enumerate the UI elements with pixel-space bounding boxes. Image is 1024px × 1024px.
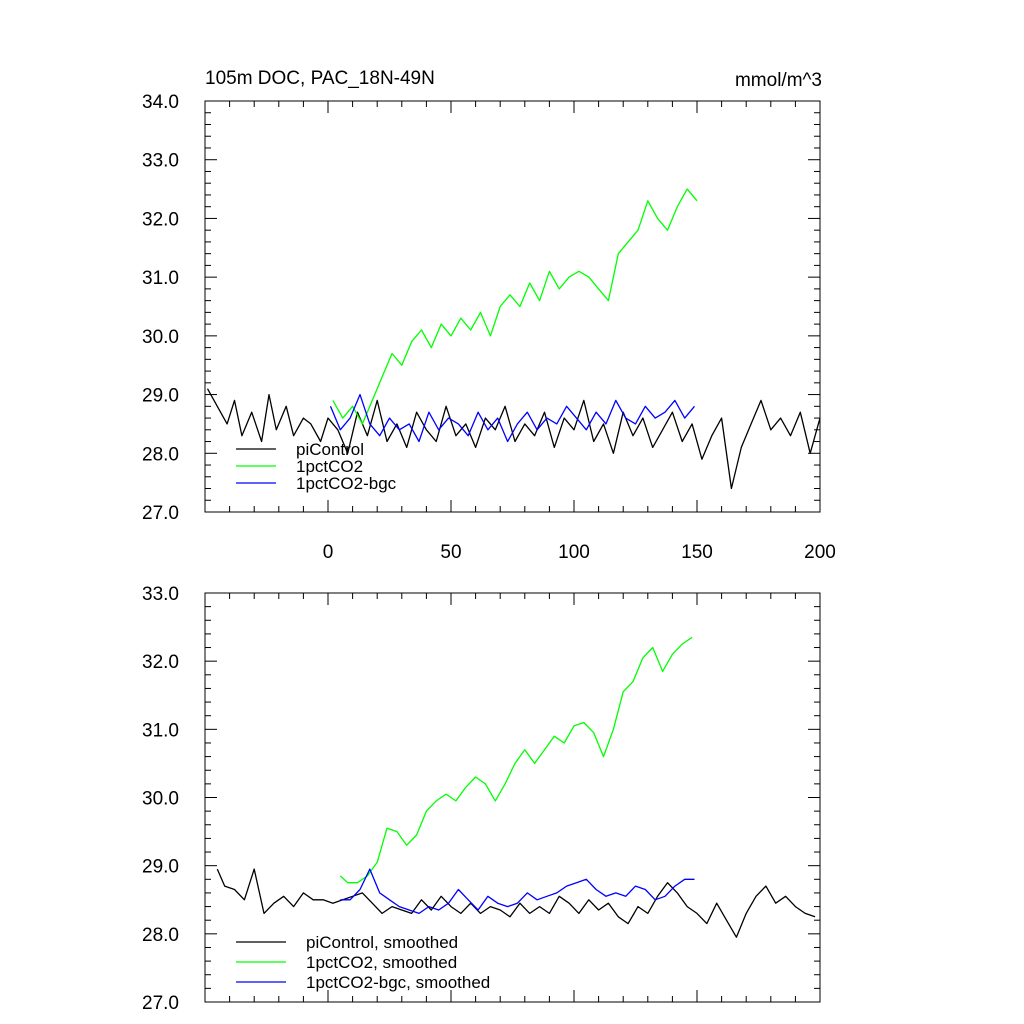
chart-title: 105m DOC, PAC_18N-49N — [205, 68, 435, 89]
series-line-1pctco2-smoothed — [339, 636, 693, 884]
series-line-1pctco2-bgc — [329, 393, 696, 443]
x-tick-label: 50 — [440, 542, 461, 563]
legend-label: 1pctCO2 — [296, 457, 363, 476]
plot-frame — [204, 592, 821, 1003]
legend-label: 1pctCO2-bgc, smoothed — [306, 973, 490, 992]
y-tick-label: 30.0 — [142, 789, 179, 810]
y-tick-label: 31.0 — [142, 268, 179, 289]
y-tick-label: 28.0 — [142, 444, 179, 465]
y-tick-label: 34.0 — [142, 92, 179, 113]
legend-label: piControl — [296, 440, 364, 459]
y-tick-label: 29.0 — [142, 386, 179, 407]
y-tick-label: 27.0 — [142, 503, 179, 524]
y-tick-label: 27.0 — [142, 993, 179, 1014]
x-tick-label: 100 — [558, 542, 590, 563]
series-line-1pctco2-bgc-smoothed — [340, 868, 695, 915]
y-tick-label: 29.0 — [142, 857, 179, 878]
y-tick-label: 32.0 — [142, 652, 179, 673]
y-tick-label: 33.0 — [142, 151, 179, 172]
plot-frame — [204, 100, 821, 513]
x-tick-label: 150 — [681, 542, 713, 563]
y-tick-label: 33.0 — [142, 584, 179, 605]
bottom-panel: 27.0 28.0 29.0 30.0 31.0 32.0 33.0 piControl, s… — [142, 584, 821, 1014]
y-tick-label: 32.0 — [142, 209, 179, 230]
y-tick-label: 28.0 — [142, 925, 179, 946]
legend-label: 1pctCO2, smoothed — [306, 953, 457, 972]
series-line-picontrol — [206, 388, 820, 490]
y-tick-label: 31.0 — [142, 720, 179, 741]
series-line-1pctco2 — [332, 188, 698, 425]
y-tick-label: 30.0 — [142, 327, 179, 348]
legend-label: 1pctCO2-bgc — [296, 474, 397, 493]
top-panel: 27.0 28.0 29.0 30.0 31.0 32.0 33.0 34.0 0 50 100 15… — [142, 68, 836, 563]
legend-label: piControl, smoothed — [306, 933, 458, 952]
series-line-picontrol-smoothed — [216, 868, 816, 938]
x-tick-label: 0 — [323, 542, 334, 563]
x-tick-label: 200 — [804, 542, 836, 563]
units-label: mmol/m^3 — [735, 70, 822, 91]
